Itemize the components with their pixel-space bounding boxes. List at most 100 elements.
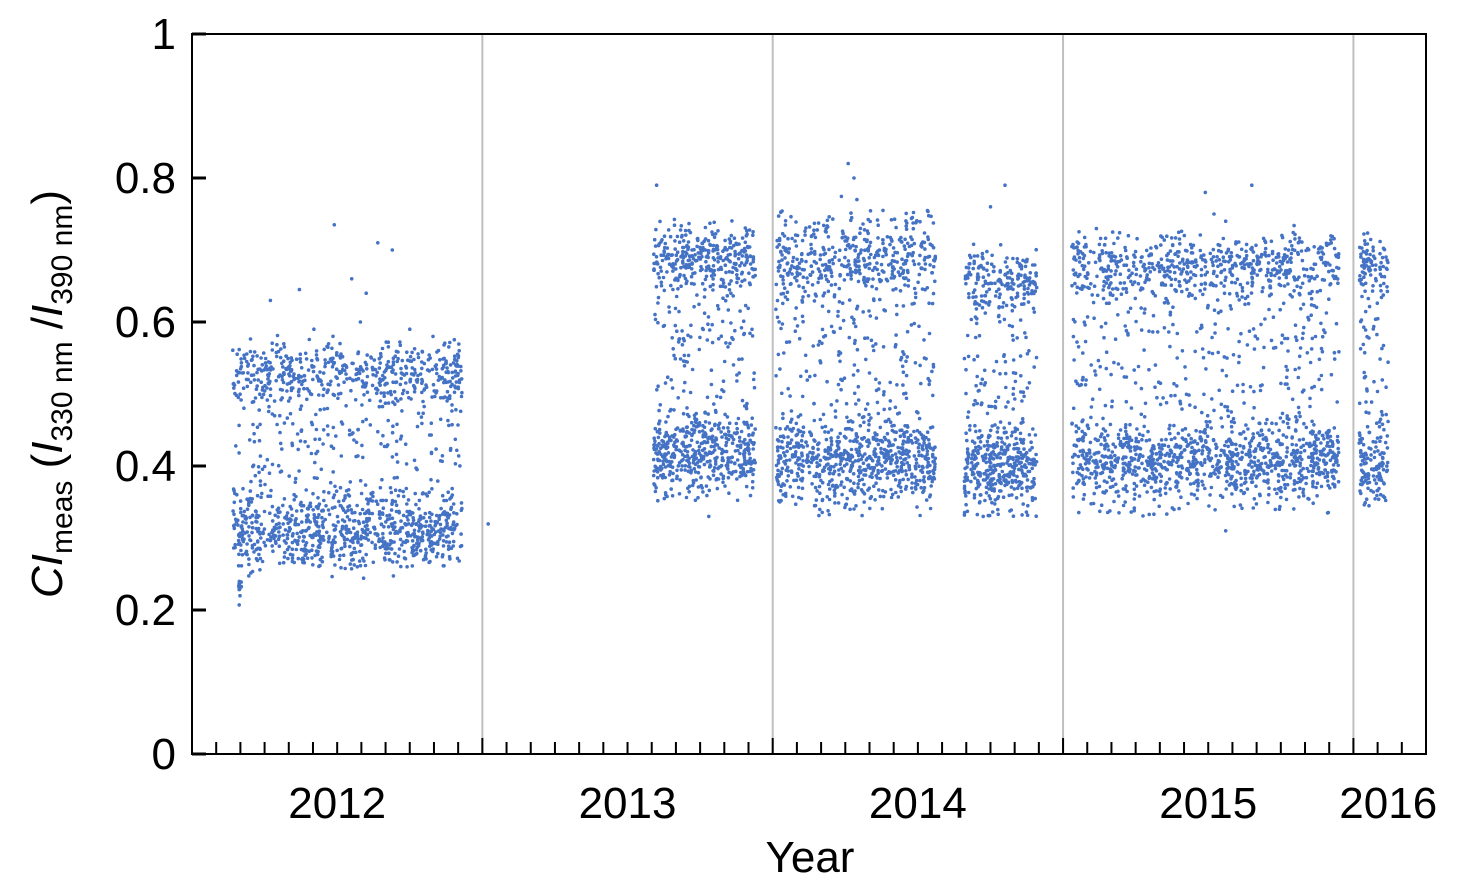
data-point bbox=[734, 470, 738, 474]
data-point bbox=[825, 224, 829, 228]
data-point bbox=[709, 268, 713, 272]
data-point bbox=[1092, 301, 1096, 305]
data-point bbox=[1277, 479, 1281, 483]
data-point bbox=[989, 466, 993, 470]
data-point bbox=[674, 324, 678, 328]
data-point bbox=[973, 476, 977, 480]
data-point bbox=[898, 429, 902, 433]
data-point bbox=[830, 325, 834, 329]
data-point bbox=[713, 424, 717, 428]
data-point bbox=[996, 497, 1000, 501]
data-point bbox=[801, 300, 805, 304]
data-point bbox=[327, 361, 331, 365]
data-point bbox=[439, 507, 443, 511]
data-point bbox=[654, 244, 658, 248]
data-point bbox=[779, 489, 783, 493]
data-point bbox=[828, 487, 832, 491]
data-point bbox=[429, 519, 433, 523]
data-point bbox=[925, 498, 929, 502]
data-point bbox=[969, 256, 973, 260]
data-point bbox=[1019, 274, 1023, 278]
data-point bbox=[304, 352, 308, 356]
data-point bbox=[343, 544, 347, 548]
data-point bbox=[1086, 315, 1090, 319]
data-point bbox=[667, 228, 671, 232]
data-point bbox=[251, 544, 255, 548]
data-point bbox=[906, 437, 910, 441]
data-point bbox=[1309, 361, 1313, 365]
data-point bbox=[291, 547, 295, 551]
data-point bbox=[1288, 240, 1292, 244]
data-point bbox=[1318, 358, 1322, 362]
data-point bbox=[683, 354, 687, 358]
data-point bbox=[1137, 466, 1141, 470]
data-point bbox=[685, 496, 689, 500]
data-point bbox=[1173, 253, 1177, 257]
data-point bbox=[292, 498, 296, 502]
data-point bbox=[818, 473, 822, 477]
data-point bbox=[842, 486, 846, 490]
data-point bbox=[239, 357, 243, 361]
data-point bbox=[695, 293, 699, 297]
data-point bbox=[673, 239, 677, 243]
data-point bbox=[265, 364, 269, 368]
data-point bbox=[659, 269, 663, 273]
data-point bbox=[893, 438, 897, 442]
data-point bbox=[825, 495, 829, 499]
data-point bbox=[751, 334, 755, 338]
data-point bbox=[272, 533, 276, 537]
data-point bbox=[985, 469, 989, 473]
data-point bbox=[805, 276, 809, 280]
data-point bbox=[1011, 334, 1015, 338]
data-point bbox=[282, 359, 286, 363]
data-point bbox=[1234, 281, 1238, 285]
data-point bbox=[717, 337, 721, 341]
data-point bbox=[703, 411, 707, 415]
data-point bbox=[354, 398, 358, 402]
data-point bbox=[833, 450, 837, 454]
data-point bbox=[725, 450, 729, 454]
data-point bbox=[802, 275, 806, 279]
data-point bbox=[247, 534, 251, 538]
data-point bbox=[720, 334, 724, 338]
data-point bbox=[914, 467, 918, 471]
data-point bbox=[253, 440, 257, 444]
data-point bbox=[1026, 504, 1030, 508]
data-point bbox=[995, 456, 999, 460]
data-point bbox=[982, 472, 986, 476]
data-point bbox=[819, 479, 823, 483]
data-point bbox=[670, 336, 674, 340]
data-point bbox=[297, 469, 301, 473]
data-point bbox=[308, 338, 312, 342]
data-point bbox=[821, 304, 825, 308]
data-point bbox=[1175, 356, 1179, 360]
data-point bbox=[381, 536, 385, 540]
data-point bbox=[1010, 434, 1014, 438]
data-point bbox=[747, 447, 751, 451]
data-point bbox=[986, 282, 990, 286]
data-point bbox=[431, 550, 435, 554]
data-point bbox=[930, 370, 934, 374]
data-point bbox=[889, 262, 893, 266]
data-point bbox=[404, 442, 408, 446]
data-point bbox=[331, 506, 335, 510]
data-point bbox=[670, 253, 674, 257]
data-point bbox=[1011, 392, 1015, 396]
data-point bbox=[781, 412, 785, 416]
data-point bbox=[300, 428, 304, 432]
data-point bbox=[779, 435, 783, 439]
data-point bbox=[797, 496, 801, 500]
data-point bbox=[965, 439, 969, 443]
data-point bbox=[1008, 422, 1012, 426]
data-point bbox=[796, 442, 800, 446]
data-point bbox=[673, 247, 677, 251]
data-point bbox=[830, 428, 834, 432]
data-point bbox=[847, 259, 851, 263]
data-point bbox=[291, 422, 295, 426]
data-point bbox=[981, 378, 985, 382]
data-point bbox=[967, 491, 971, 495]
data-point bbox=[448, 341, 452, 345]
data-point bbox=[986, 448, 990, 452]
data-point bbox=[316, 496, 320, 500]
data-point bbox=[1317, 378, 1321, 382]
